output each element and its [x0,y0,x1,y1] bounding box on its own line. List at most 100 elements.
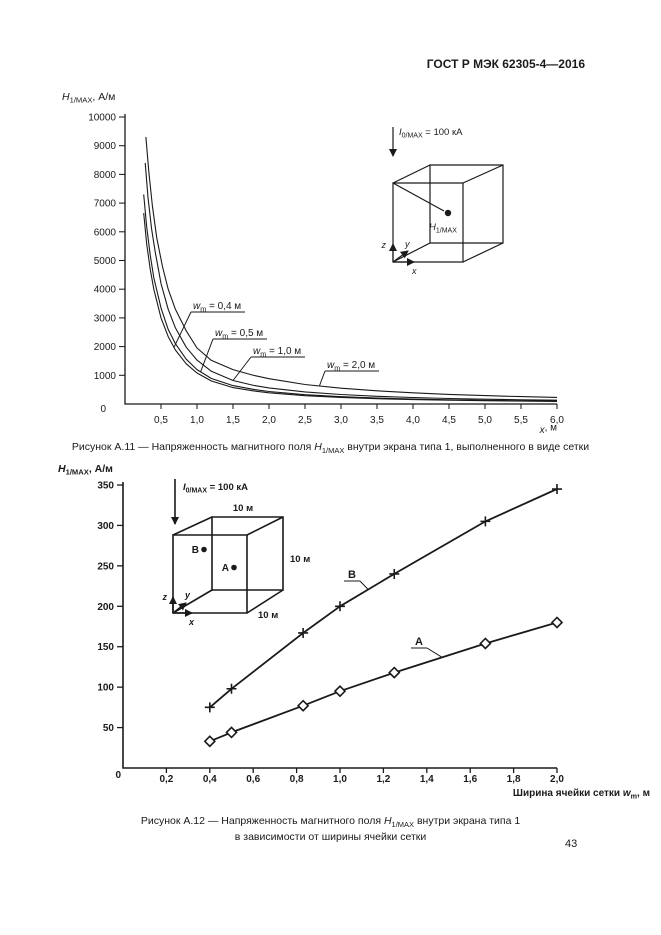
figure-a11-plot: 1000 2000 3000 4000 5000 6000 7000 8000 9000 1000… [62,91,564,436]
plus-marker [335,601,345,612]
y-tick-label: 350 [97,481,114,492]
diamond-marker [479,637,492,650]
plus-marker [389,568,400,579]
series-label-leader [359,580,369,590]
x-axis-title: x, м [539,423,558,437]
series-line-A [209,621,558,743]
y-tick-label: 10000 [88,113,116,124]
x-tick-label: 0,2 [159,774,173,785]
caption-a11-suffix: внутри экрана типа 1, выполненного в вид… [344,441,590,453]
figure-a12-caption-line2: в зависимости от ширины ячейки сетки [234,831,427,844]
diamond-marker [296,699,310,712]
diamond-marker [333,685,347,698]
x-axis-label: x [411,266,417,276]
field-point-dot [444,209,452,217]
y-tick-label: 4000 [94,285,117,296]
plus-marker [480,516,491,527]
x-tick-label: 2,0 [550,774,564,785]
caption-a12-suffix: внутри экрана типа 1 [414,815,521,827]
x-tick-label: 1,4 [420,774,434,785]
plus-marker [552,484,562,495]
cube-connecting-edges [172,516,284,614]
x-tick-label: 1,0 [333,774,347,785]
x-tick-label: 0,4 [203,774,217,785]
caption-a11-prefix: Рисунок А.11 — Напряженность магнитного … [71,441,315,453]
diamond-marker [225,726,238,739]
x-tick-label: 3,5 [370,415,384,426]
figure-a12-caption-line1: Рисунок А.12 — Напряженность магнитного … [40,815,621,831]
y-axis-title: H1/MAX, А/м [58,463,113,477]
inset-current-label: I0/MAX = 100 кА [183,482,248,495]
y-tick-label: 8000 [94,170,117,181]
cube-front-face [172,534,248,614]
series-label-leader [426,647,443,658]
x-tick-label: 1,8 [507,774,521,785]
inset-current-label: I0/MAX = 100 кА [399,127,463,140]
caption-a11-subscript: 1/MAX [321,446,345,456]
y-tick-label: 3000 [94,313,117,324]
caption-a12-symbol: H [383,815,392,827]
y-tick-label: 1000 [94,371,117,382]
y-axis-label: y [404,239,410,249]
point-a-label: A [222,563,229,574]
series-line-wm = 0,4 м [143,213,558,402]
series-label-B: B [348,569,356,581]
y-axis-label: y [184,590,191,600]
point-b-dot [201,546,207,553]
y-tick-label: 6000 [94,227,117,238]
y-tick-label: 300 [97,521,114,532]
y-axis-title: H1/MAX, А/м [62,91,115,105]
plus-marker [226,683,237,694]
x-tick-label: 0,5 [154,415,168,426]
x-tick-label: 1,2 [376,774,390,785]
y-tick-label: 150 [97,642,114,653]
point-a-dot [231,564,237,571]
field-point-leader [392,182,445,212]
x-tick-label: 2,5 [298,415,312,426]
series-line-wm = 2,0 м [145,137,558,398]
axes [122,482,557,769]
dim-bottom-label: 10 м [258,610,278,621]
z-axis-label: z [162,592,168,602]
diamond-marker [388,666,401,679]
inset-cube-a12 [169,479,284,617]
x-tick-label: 6,0 [550,415,564,426]
y-tick-label: 50 [103,723,115,734]
y-tick-label: 5000 [94,256,117,267]
y-tick-label: 9000 [94,141,117,152]
dim-right-label: 10 м [290,554,310,565]
point-b-label: B [192,545,199,556]
inset-cube-a11 [389,127,504,266]
x-axis-title: Ширина ячейки сетки wm, м [513,788,650,801]
origin-label: 0 [115,770,121,781]
caption-a11-symbol: H [314,441,322,453]
x-tick-label: 1,5 [226,415,240,426]
x-tick-label: 5,5 [514,415,528,426]
caption-a12-subscript: 1/MAX [391,820,415,830]
series-label-wm = 0,4 м: wm = 0,4 м [193,301,241,314]
y-tick-label: 200 [97,602,114,613]
x-tick-label: 0,8 [290,774,304,785]
figure-a12-chart: I0/MAX = 100 кА 10 м 10 м 10 м B A z y x… [58,463,650,801]
series-label-wm = 1,0 м: wm = 1,0 м [253,346,301,359]
series-label-leader [232,356,252,381]
series-label-A: A [415,636,423,648]
origin-label: 0 [100,404,106,415]
dim-top-label: 10 м [233,503,253,514]
series-label-wm = 2,0 м: wm = 2,0 м [327,360,375,373]
x-tick-label: 1,0 [190,415,204,426]
series-label-leader [200,338,214,372]
plus-marker [204,702,215,713]
x-tick-label: 0,6 [246,774,260,785]
x-tick-label: 4,5 [442,415,456,426]
page-number: 43 [565,838,578,850]
x-tick-label: 1,6 [463,774,477,785]
series-label-wm = 0,5 м: wm = 0,5 м [215,328,263,341]
diamond-marker [550,616,564,629]
series-label-leader [173,311,192,348]
inset-field-label: H1/MAX [429,222,457,235]
y-tick-label: 100 [97,683,114,694]
figure-a12-caption: Рисунок А.12 — Напряженность магнитного … [40,815,621,844]
y-tick-label: 2000 [94,342,117,353]
